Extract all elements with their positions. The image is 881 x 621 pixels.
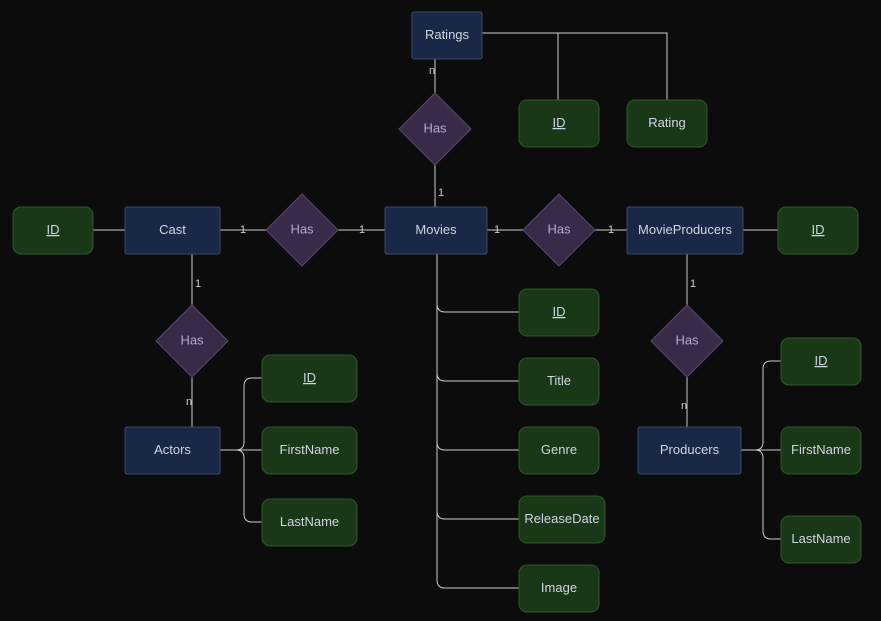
attribute-label: Rating bbox=[648, 115, 686, 130]
edge bbox=[437, 254, 519, 588]
entity-label: Cast bbox=[159, 222, 186, 237]
cardinality-label: 1 bbox=[690, 278, 696, 290]
attribute-label: Genre bbox=[541, 442, 577, 457]
attribute-label: Title bbox=[547, 373, 571, 388]
attribute-label: ID bbox=[815, 353, 828, 368]
edge bbox=[220, 378, 262, 450]
attribute-label: ID bbox=[553, 115, 566, 130]
attribute-label: FirstName bbox=[791, 442, 851, 457]
cardinality-label: n bbox=[681, 400, 687, 412]
attribute-label: LastName bbox=[791, 531, 850, 546]
edge bbox=[220, 450, 262, 522]
edge bbox=[741, 450, 781, 539]
cardinality-label: 1 bbox=[608, 224, 614, 236]
cardinality-label: 1 bbox=[240, 224, 246, 236]
attribute-label: FirstName bbox=[280, 442, 340, 457]
attribute-label: LastName bbox=[280, 514, 339, 529]
edge bbox=[437, 254, 519, 381]
edge bbox=[482, 33, 558, 100]
relationship-label: Has bbox=[180, 332, 204, 347]
attribute-label: ReleaseDate bbox=[524, 511, 599, 526]
attribute-label: ID bbox=[553, 304, 566, 319]
relationship-label: Has bbox=[423, 120, 447, 135]
edge bbox=[482, 33, 667, 100]
entity-label: Producers bbox=[660, 442, 720, 457]
cardinality-label: n bbox=[186, 396, 192, 408]
cardinality-label: 1 bbox=[438, 187, 444, 199]
er-diagram: Has Has Has Has Has Ratings Cast Movies MoviePro… bbox=[0, 0, 881, 621]
attribute-label: ID bbox=[47, 222, 60, 237]
attribute-label: ID bbox=[812, 222, 825, 237]
entity-label: Ratings bbox=[425, 27, 470, 42]
cardinality-label: 1 bbox=[494, 224, 500, 236]
edge bbox=[437, 254, 519, 312]
edge bbox=[437, 254, 519, 450]
cardinality-label: 1 bbox=[195, 278, 201, 290]
edge bbox=[741, 361, 781, 450]
entity-label: Movies bbox=[415, 222, 457, 237]
entity-label: MovieProducers bbox=[638, 222, 732, 237]
relationship-label: Has bbox=[290, 221, 314, 236]
relationship-label: Has bbox=[547, 221, 571, 236]
attribute-label: ID bbox=[303, 370, 316, 385]
cardinality-label: n bbox=[429, 65, 435, 77]
entity-label: Actors bbox=[154, 442, 191, 457]
attribute-label: Image bbox=[541, 580, 577, 595]
cardinality-label: 1 bbox=[359, 224, 365, 236]
relationship-label: Has bbox=[675, 332, 699, 347]
edge bbox=[437, 254, 519, 519]
